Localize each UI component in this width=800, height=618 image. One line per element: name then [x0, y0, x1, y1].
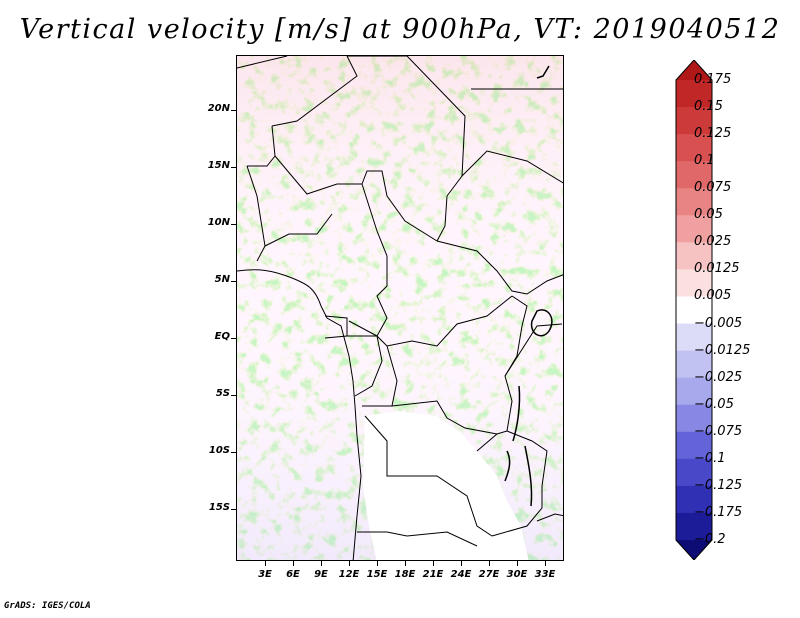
colorbar-swatch	[676, 296, 712, 325]
colorbar-label: −0.125	[694, 477, 743, 493]
colorbar-label: 0.0125	[694, 261, 740, 277]
lon-tick	[349, 561, 350, 566]
lon-label-6e: 6E	[286, 569, 300, 580]
lat-tick	[231, 281, 236, 282]
lon-tick	[545, 561, 546, 566]
colorbar-label: −0.05	[694, 396, 734, 412]
lon-label-30e: 30E	[506, 569, 528, 580]
colorbar-label: −0.075	[694, 423, 743, 439]
lon-tick	[517, 561, 518, 566]
colorbar-swatch	[676, 60, 712, 80]
lon-label-21e: 21E	[422, 569, 444, 580]
velocity-map	[236, 55, 564, 561]
lat-tick	[231, 509, 236, 510]
lat-label-10s: 10S	[208, 445, 230, 456]
lat-tick	[231, 395, 236, 396]
lat-tick	[231, 167, 236, 168]
lon-label-27e: 27E	[478, 569, 500, 580]
lat-tick	[231, 110, 236, 111]
colorbar-label: −0.2	[694, 532, 726, 547]
colorbar-label: −0.175	[694, 504, 743, 520]
lon-label-15e: 15E	[366, 569, 388, 580]
lat-label-5s: 5S	[215, 388, 230, 399]
colorbar-label: 0.05	[694, 207, 723, 223]
map-field-svg	[237, 56, 563, 560]
colorbar-label: 0.15	[694, 99, 723, 115]
lon-tick	[293, 561, 294, 566]
colorbar-swatch	[676, 431, 712, 460]
lon-label-33e: 33E	[534, 569, 556, 580]
colorbar-label: 0.125	[694, 126, 732, 142]
lon-tick	[405, 561, 406, 566]
lat-label-15s: 15S	[208, 502, 230, 513]
lat-label-5n: 5N	[214, 274, 230, 285]
colorbar-label: −0.025	[694, 369, 743, 385]
colorbar-label: 0.005	[694, 288, 732, 304]
lat-tick	[231, 338, 236, 339]
lat-label-15n: 15N	[207, 160, 230, 171]
colorbar-outline	[675, 60, 713, 560]
lat-tick	[231, 452, 236, 453]
lat-label-20n: 20N	[207, 103, 230, 114]
lon-tick	[377, 561, 378, 566]
lon-label-3e: 3E	[258, 569, 272, 580]
lakes	[504, 65, 553, 507]
colorbar-label: 0.1	[694, 153, 715, 169]
colorbar	[675, 60, 713, 560]
colorbar-label: 0.025	[694, 234, 732, 250]
colorbar-label: 0.175	[694, 72, 732, 87]
lon-tick	[461, 561, 462, 566]
masked-terrain-region	[363, 411, 529, 560]
credit-text: GrADS: IGES/COLA	[4, 601, 91, 611]
colorbar-swatch	[676, 134, 712, 162]
lon-tick	[321, 561, 322, 566]
lat-label-eq: EQ	[214, 331, 230, 342]
country-boundaries	[237, 56, 563, 560]
colorbar-swatch	[676, 350, 712, 379]
colorbar-label: 0.075	[694, 180, 732, 196]
colorbar-label: −0.1	[694, 450, 726, 466]
lon-label-12e: 12E	[338, 569, 360, 580]
colorbar-label: −0.0125	[694, 342, 751, 358]
colorbar-swatch	[676, 323, 712, 352]
colorbar-swatch	[676, 242, 712, 270]
colorbar-swatch	[676, 404, 712, 433]
lon-label-9e: 9E	[314, 569, 328, 580]
lat-tick	[231, 224, 236, 225]
colorbar-swatch	[676, 512, 712, 541]
colorbar-swatch	[676, 107, 712, 135]
colorbar-swatch	[676, 485, 712, 514]
lat-label-10n: 10N	[207, 217, 230, 228]
lon-tick	[433, 561, 434, 566]
colorbar-swatch	[676, 540, 712, 560]
lon-label-24e: 24E	[450, 569, 472, 580]
colorbar-swatch	[676, 161, 712, 189]
colorbar-swatch	[676, 80, 712, 108]
lon-tick	[265, 561, 266, 566]
colorbar-swatch	[676, 377, 712, 406]
lon-label-18e: 18E	[394, 569, 416, 580]
colorbar-swatch	[676, 188, 712, 216]
colorbar-swatch	[676, 269, 712, 297]
colorbar-swatch	[676, 215, 712, 243]
map-title: Vertical velocity [m/s] at 900hPa, VT: 2…	[19, 14, 781, 45]
colorbar-swatch	[676, 458, 712, 487]
lon-tick	[489, 561, 490, 566]
colorbar-label: −0.005	[694, 315, 743, 331]
